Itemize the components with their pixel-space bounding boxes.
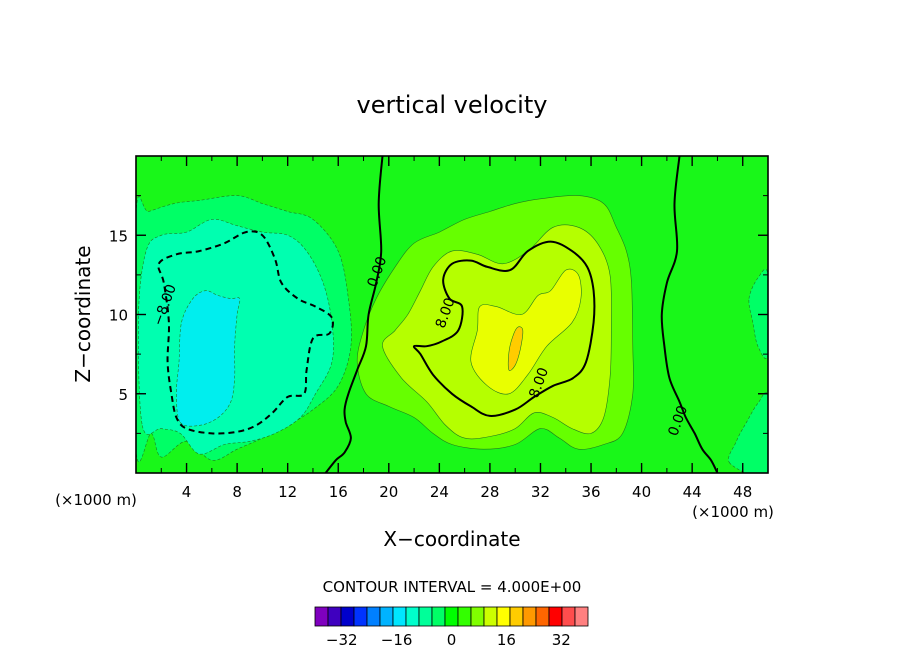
colorbar-label: 0: [447, 631, 457, 649]
colorbar-swatch: [392, 606, 407, 627]
contour-line-pos0-1: [660, 156, 719, 473]
y-tick-label: 15: [109, 227, 128, 245]
contour-line-neg8-3: [157, 230, 334, 435]
colorbar-swatch: [379, 606, 394, 627]
colorbar-swatch: [431, 606, 446, 627]
contour-line-pos0-0: [324, 156, 384, 473]
x-tick-label: 40: [632, 483, 651, 501]
contour-lines: [157, 156, 719, 473]
colorbar-swatch: [470, 606, 485, 627]
colorbar-swatch: [574, 606, 589, 627]
y-axis-ticks: 5 10 15: [109, 195, 768, 434]
x-axis-label: X−coordinate: [383, 527, 520, 551]
y-axis-label: Z−coordinate: [71, 245, 95, 382]
x-tick-label: 36: [581, 483, 600, 501]
region-orange-core: [507, 326, 524, 371]
chart-title: vertical velocity: [357, 91, 548, 119]
x-unit-left: (×1000 m): [55, 491, 137, 509]
colorbar-swatch: [561, 606, 576, 627]
colorbar-swatch: [509, 606, 524, 627]
x-tick-label: 8: [232, 483, 242, 501]
colorbar-label: −32: [326, 631, 358, 649]
region-cyan-core: [176, 290, 241, 427]
colorbar-swatch: [418, 606, 433, 627]
colorbar-swatch: [340, 606, 355, 627]
y-tick-label: 5: [118, 386, 128, 404]
colorbar-swatch: [405, 606, 420, 627]
colorbar-swatch: [366, 606, 381, 627]
colorbar-swatch: [522, 606, 537, 627]
colorbar: −32 −16 0 16 32: [314, 606, 589, 649]
x-tick-label: 28: [480, 483, 499, 501]
x-tick-label: 48: [733, 483, 752, 501]
x-tick-label: 32: [531, 483, 550, 501]
colorbar-label: 32: [552, 631, 571, 649]
colorbar-label: 16: [497, 631, 516, 649]
x-unit-right: (×1000 m): [692, 503, 774, 521]
colorbar-swatch: [548, 606, 563, 627]
x-tick-label: 12: [278, 483, 297, 501]
colorbar-label: −16: [381, 631, 413, 649]
colorbar-swatch: [457, 606, 472, 627]
x-tick-label: 16: [329, 483, 348, 501]
colorbar-swatch: [535, 606, 550, 627]
colorbar-swatch: [483, 606, 498, 627]
x-tick-label: 4: [182, 483, 192, 501]
region-yellow-core: [470, 268, 582, 395]
colorbar-swatch: [327, 606, 342, 627]
region-lower-right-negative: [728, 392, 768, 473]
x-tick-label: 44: [683, 483, 702, 501]
colorbar-swatch: [314, 606, 329, 627]
colorbar-swatch: [496, 606, 511, 627]
contour-interval-label: CONTOUR INTERVAL = 4.000E+00: [323, 578, 582, 596]
x-axis-ticks: 4 8 12 16 20 24 28 32 36 40 44 48: [160, 156, 752, 501]
colorbar-swatch: [444, 606, 459, 627]
x-tick-label: 20: [379, 483, 398, 501]
colorbar-swatch: [353, 606, 368, 627]
contour-line-pos8-2: [412, 240, 596, 417]
y-tick-label: 10: [109, 307, 128, 325]
x-tick-label: 24: [430, 483, 449, 501]
